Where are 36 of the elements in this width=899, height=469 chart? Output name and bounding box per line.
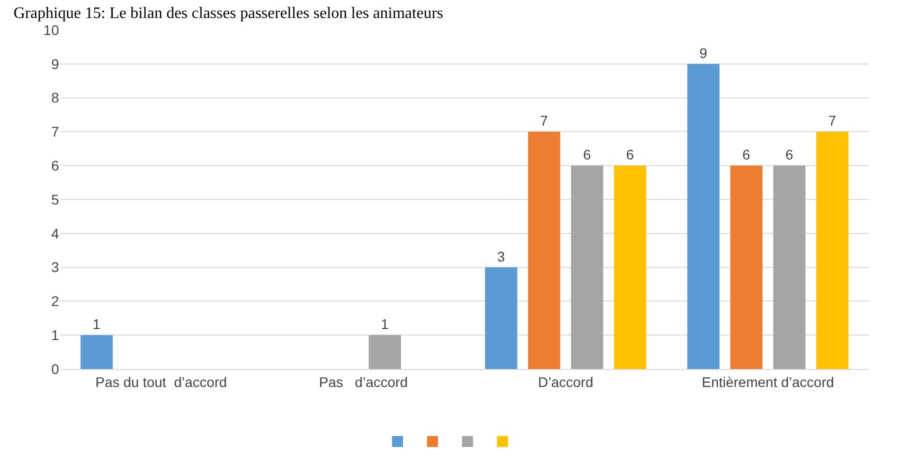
data-label: 9 — [699, 44, 708, 61]
data-label: 6 — [583, 146, 592, 163]
data-label: 7 — [828, 112, 836, 129]
y-tick-label: 6 — [51, 158, 60, 174]
bar — [368, 335, 401, 369]
y-tick-label: 4 — [51, 225, 60, 242]
y-tick-label: 0 — [51, 360, 60, 377]
bar — [730, 166, 762, 369]
data-label: 6 — [785, 146, 794, 163]
y-tick-label: 7 — [51, 124, 60, 140]
y-tick-label: 8 — [51, 90, 60, 106]
x-tick-label: Entièrement d’accord — [702, 374, 834, 390]
data-label: 7 — [540, 112, 548, 129]
data-label: 1 — [92, 316, 101, 332]
y-tick-label: 5 — [51, 191, 60, 208]
bar — [614, 166, 646, 369]
x-tick-label: Pas d’accord — [319, 374, 408, 390]
y-tick-label: 3 — [51, 259, 60, 276]
x-tick-label: Pas du tout d’accord — [95, 374, 227, 390]
bar — [687, 64, 720, 369]
y-tick-label: 1 — [51, 327, 60, 343]
y-tick-label: 9 — [51, 56, 60, 72]
data-label: 3 — [497, 248, 506, 264]
y-tick-label: 10 — [43, 22, 60, 38]
data-label: 6 — [626, 146, 634, 163]
data-label: 1 — [380, 316, 389, 332]
x-tick-label: D’accord — [538, 374, 594, 390]
bar — [773, 166, 806, 369]
bar — [80, 335, 113, 369]
bar — [571, 166, 604, 369]
bar — [816, 132, 848, 369]
y-tick-label: 2 — [51, 293, 60, 310]
data-label: 6 — [742, 146, 750, 163]
chart-title: Graphique 15: Le bilan des classes passerelles selon les animateurs — [13, 5, 444, 22]
bar — [485, 267, 518, 369]
bar — [528, 132, 560, 369]
